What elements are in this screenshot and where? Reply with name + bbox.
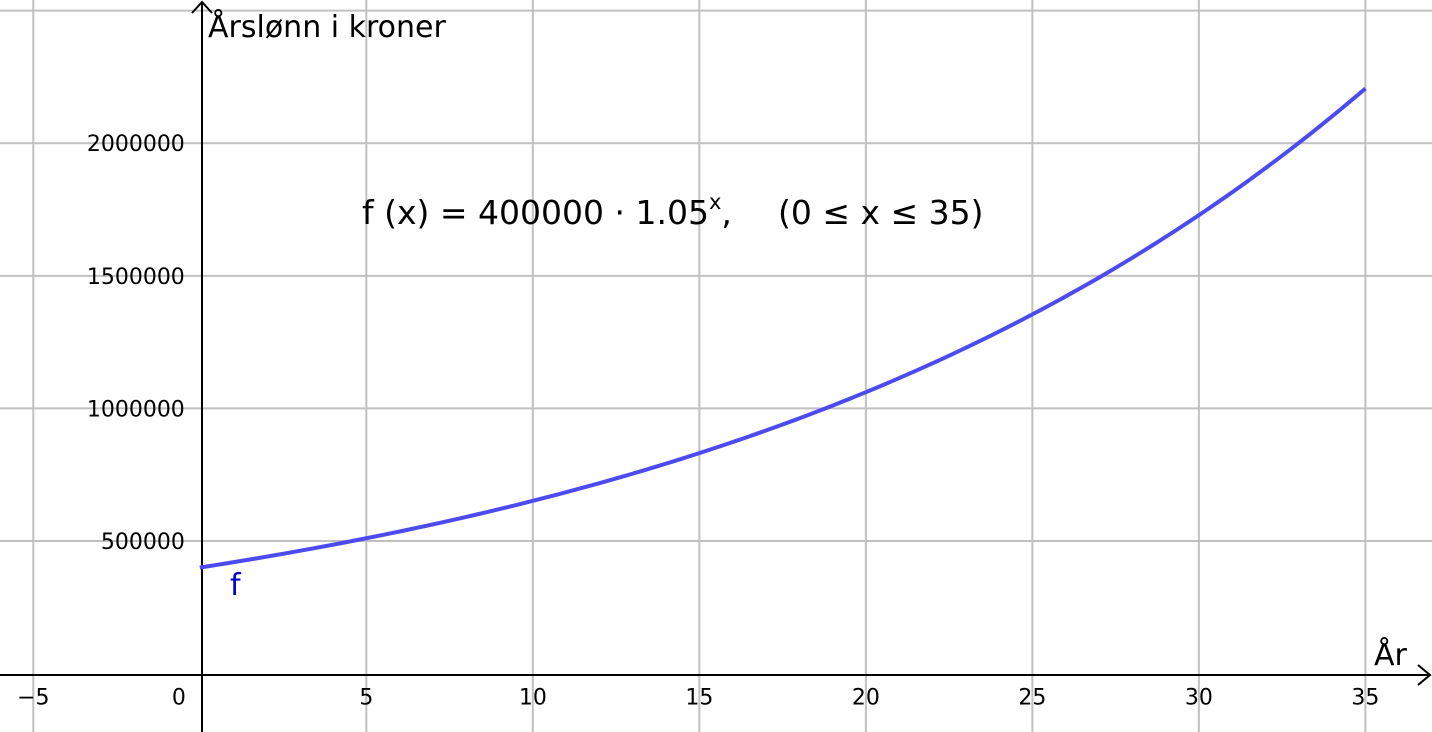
- x-tick-label: −5: [17, 686, 49, 711]
- x-tick-label: 30: [1185, 686, 1213, 711]
- series-f-label: f: [230, 568, 242, 603]
- x-tick-labels: −5 0 5 10 15 20 25 30 35: [17, 686, 1379, 711]
- x-tick-label: 20: [852, 686, 880, 711]
- formula-separator: ,: [721, 193, 732, 232]
- x-tick-label: 25: [1018, 686, 1046, 711]
- x-tick-label: 0: [172, 686, 186, 711]
- formula-domain: (0 ≤ x ≤ 35): [778, 193, 984, 232]
- y-axis-title: Årslønn i kroner: [208, 9, 446, 45]
- y-tick-labels: 500000 1000000 1500000 2000000: [87, 132, 185, 555]
- y-tick-label: 1000000: [87, 397, 185, 422]
- y-tick-label: 2000000: [87, 132, 185, 157]
- x-axis-arrow-icon: [1417, 664, 1432, 686]
- x-axis-title: År: [1374, 637, 1408, 673]
- formula-exponent: x: [709, 190, 721, 214]
- x-tick-label: 15: [685, 686, 713, 711]
- y-tick-label: 500000: [101, 530, 185, 555]
- formula-lhs: f (x) = 400000 · 1.05: [362, 193, 709, 232]
- x-tick-label: 5: [359, 686, 373, 711]
- y-tick-label: 1500000: [87, 265, 185, 290]
- x-tick-label: 10: [519, 686, 547, 711]
- y-axis-arrow-icon: [191, 0, 213, 14]
- x-tick-label: 35: [1351, 686, 1379, 711]
- function-formula: f (x) = 400000 · 1.05x, (0 ≤ x ≤ 35): [362, 190, 984, 232]
- series-f-line: [199, 86, 1367, 570]
